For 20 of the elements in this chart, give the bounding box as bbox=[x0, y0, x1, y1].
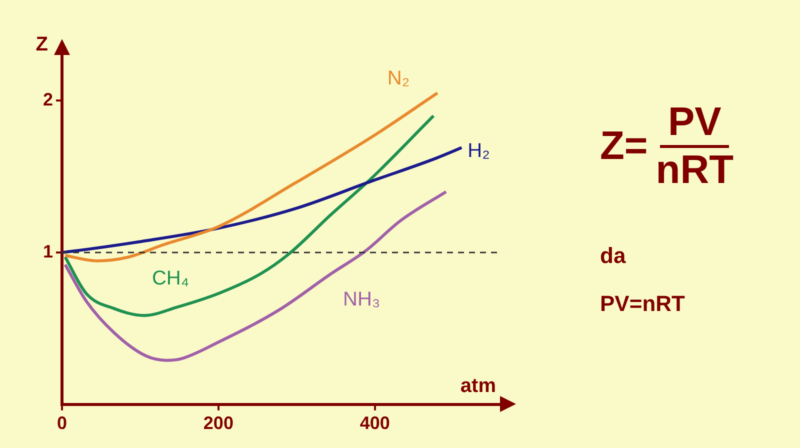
text: nRT bbox=[656, 148, 734, 193]
text: PV=nRT bbox=[600, 291, 686, 317]
line-series bbox=[62, 146, 464, 254]
series-label: H₂ bbox=[468, 140, 490, 162]
y-tick-label: 2 bbox=[42, 90, 54, 110]
line-series bbox=[64, 91, 439, 262]
text: da bbox=[600, 243, 627, 269]
x-tick-label: 200 bbox=[203, 413, 234, 434]
x-tick-label: 0 bbox=[57, 413, 68, 434]
line-series bbox=[64, 190, 448, 362]
series-label: N₂ bbox=[387, 67, 410, 90]
series-label: NH₃ bbox=[343, 288, 380, 310]
line-series bbox=[64, 114, 436, 318]
text: PV bbox=[660, 100, 730, 148]
x-axis-title: atm bbox=[460, 374, 496, 397]
text: Z= bbox=[600, 124, 648, 169]
series-label: CH₄ bbox=[152, 268, 190, 290]
y-tick-label: 1 bbox=[42, 241, 54, 262]
x-tick-label: 400 bbox=[360, 413, 390, 434]
y-axis-title: Z bbox=[36, 34, 48, 56]
